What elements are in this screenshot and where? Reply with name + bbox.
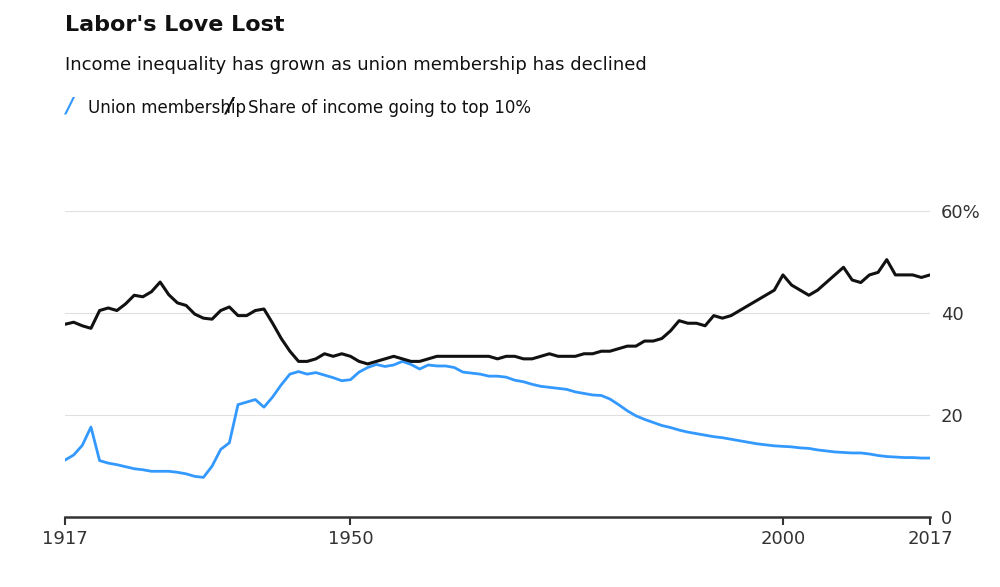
Text: Labor's Love Lost: Labor's Love Lost — [65, 15, 285, 35]
Text: Share of income going to top 10%: Share of income going to top 10% — [248, 99, 531, 117]
Text: /: / — [65, 97, 73, 117]
Text: Union membership: Union membership — [88, 99, 246, 117]
Text: /: / — [225, 97, 233, 117]
Text: Income inequality has grown as union membership has declined: Income inequality has grown as union mem… — [65, 56, 647, 74]
